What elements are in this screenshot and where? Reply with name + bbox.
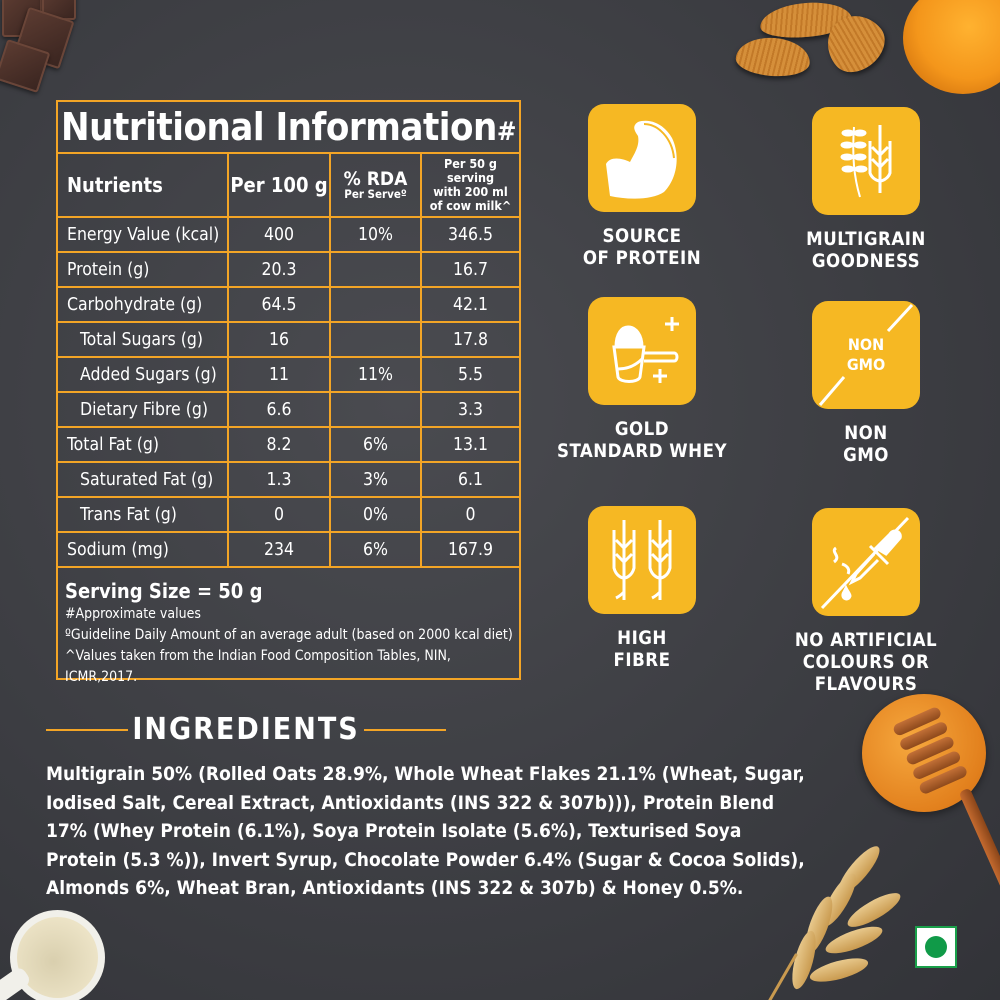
nutrition-table: Nutritional Information# Nutrients Per 1…: [56, 100, 521, 685]
heading-rule-right: [363, 728, 447, 731]
serving-size: Serving Size = 50 g: [65, 579, 263, 603]
feature-high-fibre: HIGH FIBRE: [552, 506, 732, 672]
feature-no-artificial: NO ARTIFICIAL COLOURS OR FLAVOURS: [756, 508, 976, 696]
protein-scoop-icon: [588, 297, 696, 405]
vegetarian-mark-icon: [915, 926, 957, 968]
heading-rule-left: [46, 728, 129, 731]
table-row: Saturated Fat (g) 1.3 3% 6.1: [58, 461, 519, 498]
table-row: Trans Fat (g) 0 0% 0: [58, 496, 519, 533]
table-header-row: Nutrients Per 100 g % RDA Per Serveº Per…: [58, 154, 519, 218]
footnote-guideline: ºGuideline Daily Amount of an average ad…: [65, 627, 513, 643]
almonds-image: [730, 0, 910, 83]
table-row: Carbohydrate (g) 64.5 42.1: [58, 286, 519, 323]
feature-multigrain-goodness: MULTIGRAIN GOODNESS: [776, 107, 956, 273]
flexed-bicep-icon: [588, 104, 696, 212]
table-row: Dietary Fibre (g) 6.6 3.3: [58, 391, 519, 428]
table-row: Sodium (mg) 234 6% 167.9: [58, 531, 519, 568]
table-row: Protein (g) 20.3 16.7: [58, 251, 519, 288]
whey-powder-scoop-image: [10, 910, 105, 1000]
honey-dipper-stick: [958, 787, 1000, 903]
wheat-ears-icon: [588, 506, 696, 614]
no-dropper-icon: [812, 508, 920, 616]
table-row: Added Sugars (g) 11 11% 5.5: [58, 356, 519, 393]
feature-non-gmo: NON GMO NON GMO: [776, 301, 956, 467]
non-gmo-icon: NON GMO: [812, 301, 920, 409]
grain-stalks-icon: [812, 107, 920, 215]
footnote-approximate: #Approximate values: [65, 606, 201, 622]
chocolate-pieces-image: [0, 0, 85, 93]
feature-gold-standard-whey: GOLD STANDARD WHEY: [552, 297, 732, 463]
table-row: Total Fat (g) 8.2 6% 13.1: [58, 426, 519, 463]
ingredients-heading: INGREDIENTS: [46, 712, 447, 747]
honey-jar-image: [903, 0, 1000, 94]
ingredients-text: Multigrain 50% (Rolled Oats 28.9%, Whole…: [46, 763, 805, 899]
nutrition-footnotes: Serving Size = 50 g #Approximate values …: [58, 568, 519, 688]
footnote-source: ^Values taken from the Indian Food Compo…: [65, 648, 451, 685]
table-row: Total Sugars (g) 16 17.8: [58, 321, 519, 358]
nutrition-title: Nutritional Information#: [58, 102, 519, 154]
header-nutrients: Nutrients: [58, 154, 229, 218]
table-row: Energy Value (kcal) 400 10% 346.5: [58, 216, 519, 253]
header-rda: % RDA Per Serveº: [329, 154, 422, 218]
feature-source-of-protein: SOURCE OF PROTEIN: [552, 104, 732, 270]
nutrition-grid: Nutrients Per 100 g % RDA Per Serveº Per…: [58, 154, 519, 568]
header-per-100g: Per 100 g: [227, 154, 331, 218]
header-per-serving: Per 50 g serving with 200 ml of cow milk…: [420, 154, 519, 218]
